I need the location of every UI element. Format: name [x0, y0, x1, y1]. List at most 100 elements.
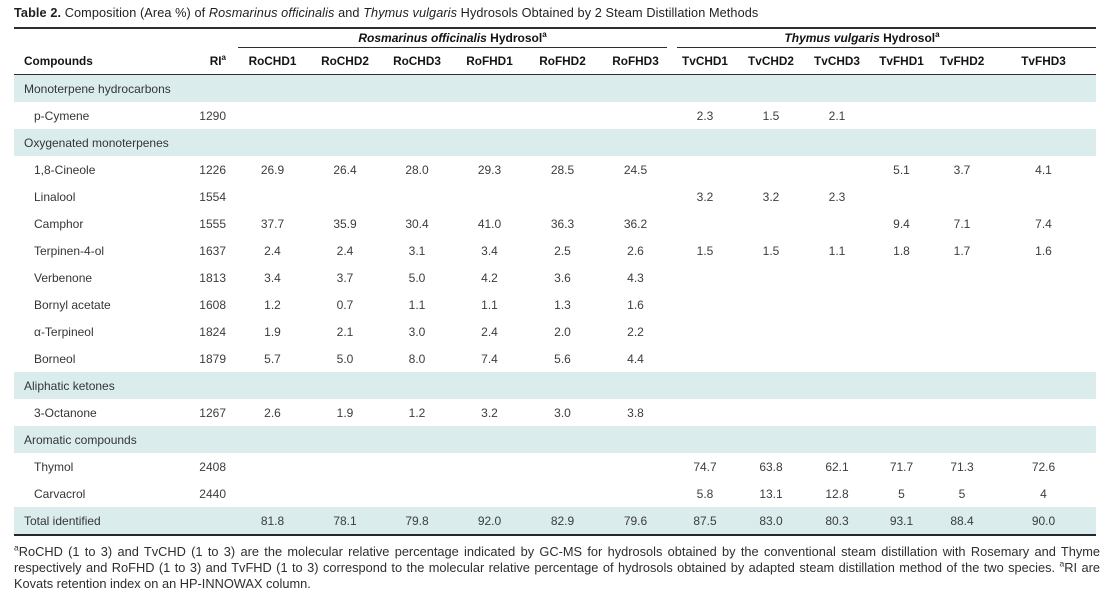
value-cell-tvfhd1: 5 [898, 486, 905, 501]
value-cell-rofhd3 [599, 453, 672, 480]
category-row: Aromatic compounds [14, 426, 1097, 453]
value-cell-tvchd3 [804, 210, 870, 237]
compound-name-cell: Bornyl acetate [34, 297, 111, 312]
value-cell-rofhd2: 28.5 [550, 162, 575, 177]
value-cell-rochd1: 2.4 [264, 243, 281, 258]
table-caption: Table 2. Composition (Area %) of Rosmari… [14, 6, 759, 20]
value-cell-tvfhd2: 88.4 [933, 507, 991, 536]
value-cell-rochd2 [309, 453, 381, 480]
value-cell-rofhd1: 1.1 [481, 297, 498, 312]
value-cell-rochd1 [236, 102, 309, 129]
value-cell-tvfhd3: 90.0 [991, 507, 1097, 536]
value-cell-tvchd2: 1.5 [762, 243, 780, 258]
value-cell-rofhd3 [599, 102, 672, 129]
value-cell-rochd1: 26.9 [260, 162, 285, 177]
compound-row: Thymol 2408 74.7 63.8 62.1 71.7 71.3 72.6 [14, 453, 1096, 480]
value-cell-rochd2: 35.9 [333, 216, 357, 231]
compound-name-cell: Camphor [34, 216, 84, 231]
value-cell-tvchd3: 12.8 [825, 486, 849, 501]
value-cell-tvfhd2: 71.3 [950, 459, 974, 474]
value-cell-rochd1: 1.2 [264, 297, 281, 312]
column-header-rofhd1: RoFHD1 [453, 48, 526, 75]
value-cell-tvchd1 [672, 210, 738, 237]
value-cell-rofhd2 [526, 102, 599, 129]
compound-name-cell: Linalool [34, 189, 76, 204]
value-cell-rochd2: 5.0 [336, 351, 354, 366]
value-cell-rofhd2: 1.3 [554, 297, 571, 312]
group-header-spacer [14, 28, 236, 48]
value-cell-tvchd1 [672, 264, 738, 291]
ri-cell: 1555 [199, 216, 226, 231]
ri-cell: 1824 [199, 324, 226, 339]
value-cell-rochd3: 30.4 [405, 216, 429, 231]
value-cell-rochd3: 3.0 [408, 324, 426, 339]
value-cell-tvfhd3: 4.1 [1035, 162, 1052, 177]
ri-cell: 1554 [199, 189, 226, 204]
value-cell-rofhd3: 24.5 [623, 162, 648, 177]
value-cell-rochd1: 5.7 [264, 351, 281, 366]
value-cell-tvfhd2 [933, 345, 991, 372]
value-cell-tvfhd2 [933, 102, 991, 129]
value-cell-tvfhd3 [991, 345, 1096, 372]
value-cell-tvfhd1: 93.1 [870, 507, 933, 536]
value-cell-rofhd1: 4.2 [481, 270, 498, 285]
value-cell-rochd1 [236, 183, 309, 210]
value-cell-tvchd1: 74.7 [693, 459, 717, 474]
value-cell-rochd1: 3.4 [264, 270, 281, 285]
value-cell-rofhd3: 2.2 [627, 324, 644, 339]
value-cell-rofhd3 [599, 480, 672, 507]
value-cell-tvfhd2: 5 [958, 486, 966, 501]
value-cell-tvfhd1: 9.4 [893, 216, 910, 231]
value-cell-rofhd3: 79.6 [599, 507, 672, 536]
compound-row: Carvacrol 2440 5.8 13.1 12.8 5 5 4 [14, 480, 1096, 507]
value-cell-tvchd2: 3.2 [762, 189, 780, 204]
value-cell-rofhd1: 92.0 [453, 507, 526, 536]
value-cell-rofhd3: 4.4 [627, 351, 644, 366]
value-cell-tvchd1 [672, 345, 738, 372]
ri-cell: 2440 [199, 486, 226, 501]
value-cell-tvchd2 [738, 264, 804, 291]
value-cell-tvfhd3 [991, 102, 1096, 129]
compound-name-cell: p-Cymene [34, 108, 90, 123]
ri-cell: 1608 [199, 297, 226, 312]
total-row: Total identified 81.8 78.1 79.8 92.0 82.9 79.6… [14, 507, 1097, 536]
column-header-rochd3: RoCHD3 [381, 48, 453, 75]
compound-row: Linalool 1554 3.2 3.2 2.3 [14, 183, 1096, 210]
value-cell-tvfhd2 [933, 264, 991, 291]
column-header-ri: RIa [180, 48, 236, 75]
value-cell-tvchd3: 62.1 [825, 459, 849, 474]
value-cell-tvfhd3 [991, 399, 1096, 426]
column-header-tvfhd1: TvFHD1 [870, 48, 933, 75]
value-cell-rochd3 [381, 453, 453, 480]
column-header-tvfhd3: TvFHD3 [991, 48, 1097, 75]
value-cell-tvfhd1 [870, 399, 933, 426]
column-header-compounds: Compounds [14, 48, 180, 75]
value-cell-rochd3: 1.2 [408, 405, 426, 420]
compound-name-cell: Thymol [34, 459, 74, 474]
value-cell-tvfhd1 [870, 318, 933, 345]
compound-name-cell: Terpinen-4-ol [34, 243, 105, 258]
compound-row: Bornyl acetate 1608 1.2 0.7 1.1 1.1 1.3 1.6 [14, 291, 1096, 318]
composition-table: Rosmarinus officinalis Hydrosola Thymus … [14, 27, 1097, 536]
group-header-thymus: Thymus vulgaris Hydrosola [672, 28, 1097, 48]
value-cell-rofhd2: 5.6 [554, 351, 571, 366]
value-cell-rochd2: 3.7 [336, 270, 354, 285]
value-cell-rofhd1: 2.4 [481, 324, 498, 339]
value-cell-tvfhd3 [991, 318, 1096, 345]
value-cell-rofhd2 [526, 183, 599, 210]
value-cell-rochd1: 1.9 [264, 324, 281, 339]
value-cell-rofhd1: 3.2 [481, 405, 498, 420]
value-cell-rofhd3: 2.6 [627, 243, 644, 258]
compound-row: Camphor 1555 37.7 35.9 30.4 41.0 36.3 36.2 9.4 7.… [14, 210, 1096, 237]
value-cell-tvchd1: 87.5 [672, 507, 738, 536]
value-cell-rofhd2: 2.0 [554, 324, 571, 339]
value-cell-tvchd2: 1.5 [762, 108, 780, 123]
value-cell-rofhd1: 3.4 [481, 243, 498, 258]
value-cell-tvchd3 [804, 399, 870, 426]
value-cell-tvchd1: 5.8 [696, 486, 714, 501]
value-cell-rochd1 [236, 480, 309, 507]
value-cell-rofhd1: 7.4 [481, 351, 498, 366]
value-cell-tvchd2: 63.8 [759, 459, 783, 474]
ri-cell: 1267 [199, 405, 226, 420]
